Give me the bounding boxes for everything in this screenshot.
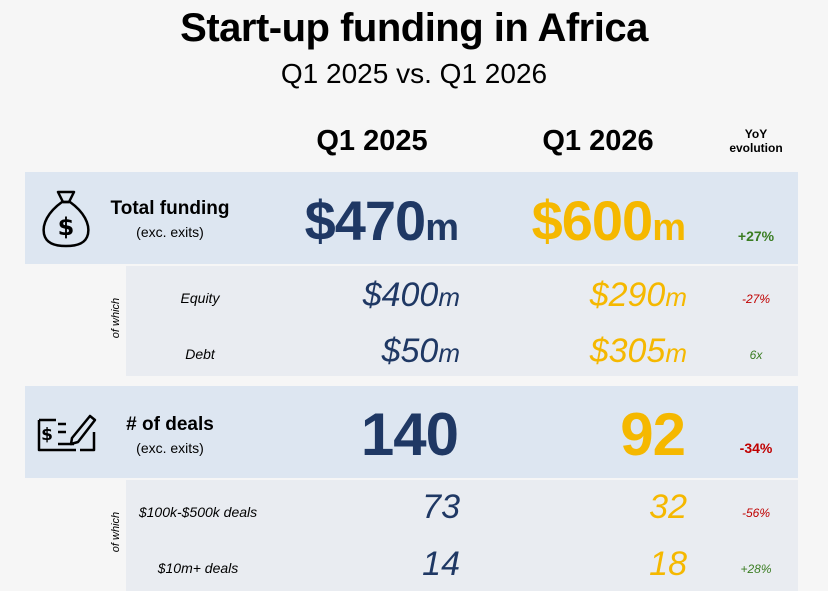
svg-text:$: $	[41, 425, 53, 445]
large-deals-q1-2025-value: 14	[422, 545, 460, 583]
debt-q1-2025-value: $50m	[220, 332, 460, 371]
yoy-header-line1: YoY	[744, 127, 768, 141]
funding-yoy: +27%	[737, 228, 775, 244]
debt-yoy: 6x	[749, 348, 763, 362]
funding-q1-2025-value: $470m	[218, 188, 459, 253]
equity-label: Equity	[180, 290, 220, 306]
funding-label-main: Total funding	[110, 198, 230, 219]
debt-q1-2025-number: $50	[381, 332, 439, 370]
funding-band	[25, 172, 798, 264]
equity-yoy: -27%	[741, 292, 770, 306]
deals-label-main: # of deals	[126, 414, 214, 435]
column-header-q1-2026: Q1 2026	[542, 125, 654, 157]
deals-q1-2026-value: 92	[620, 401, 686, 468]
yoy-header-line2: evolution	[729, 141, 783, 155]
debt-q1-2026-number: $305	[589, 332, 666, 370]
funding-label-sub: (exc. exits)	[136, 224, 204, 240]
debt-q1-2026-unit: m	[665, 338, 687, 368]
equity-q1-2026-value: $290m	[447, 276, 687, 315]
large-deals-label: $10m+ deals	[157, 560, 239, 576]
large-deals-q1-2026-value: 18	[649, 545, 687, 583]
debt-label: Debt	[185, 346, 215, 362]
large-deals-yoy: +28%	[740, 562, 772, 576]
deals-label-sub: (exc. exits)	[136, 440, 204, 456]
debt-q1-2025-unit: m	[438, 338, 460, 368]
small-deals-label: $100k-$500k deals	[138, 504, 258, 520]
deals-band	[25, 386, 798, 478]
funding-q1-2025-unit: m	[425, 207, 459, 249]
deals-label: # of deals (exc. exits)	[90, 414, 250, 456]
small-deals-q1-2026-value: 32	[649, 488, 687, 526]
cheque-sign-icon: $	[37, 414, 97, 452]
funding-q1-2026-value: $600m	[445, 188, 686, 253]
column-header-q1-2025: Q1 2025	[316, 125, 428, 157]
deals-q1-2025-value: 140	[360, 401, 459, 468]
equity-q1-2026-number: $290	[589, 276, 666, 314]
money-bag-icon: $	[42, 190, 90, 248]
equity-q1-2026-unit: m	[665, 282, 687, 312]
deals-breakdown-band	[126, 480, 798, 591]
funding-breakdown-band	[126, 266, 798, 376]
small-deals-yoy: -56%	[741, 506, 770, 520]
page-title: Start-up funding in Africa	[180, 6, 648, 50]
equity-q1-2025-number: $400	[362, 276, 439, 314]
equity-q1-2025-unit: m	[438, 282, 460, 312]
funding-q1-2026-number: $600	[531, 189, 654, 252]
funding-label: Total funding (exc. exits)	[90, 198, 250, 240]
small-deals-q1-2025-value: 73	[422, 488, 460, 526]
funding-q1-2026-unit: m	[652, 207, 686, 249]
equity-q1-2025-value: $400m	[220, 276, 460, 315]
funding-q1-2025-number: $470	[304, 189, 427, 252]
page-subtitle: Q1 2025 vs. Q1 2026	[280, 58, 548, 89]
column-header-yoy: YoY evolution	[716, 127, 796, 155]
debt-q1-2026-value: $305m	[447, 332, 687, 371]
deals-yoy: -34%	[739, 440, 773, 456]
svg-text:$: $	[58, 213, 75, 241]
